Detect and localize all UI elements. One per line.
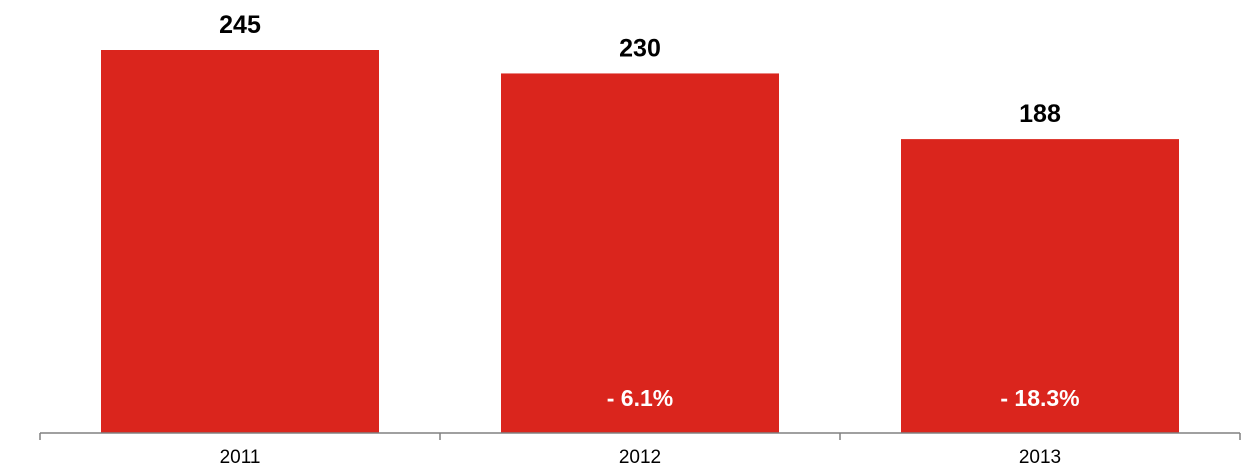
tick-label-2011: 2011 [220,447,261,468]
value-label-2011: 245 [219,11,261,39]
value-label-2012: 230 [619,34,661,62]
value-labels-layer: 245 230 188 [219,11,1061,128]
bar-2011 [101,50,379,433]
bars-layer [101,50,1179,434]
value-label-2013: 188 [1019,100,1061,128]
change-label-2012: - 6.1% [607,385,673,411]
tick-label-2012: 2012 [619,447,661,468]
x-axis-ticks [39,433,1241,440]
change-labels-layer: - 6.1% - 18.3% [607,385,1080,411]
bar-2013 [901,139,1179,433]
bar-2012 [501,73,779,434]
tick-label-2013: 2013 [1019,447,1061,468]
x-axis-tick-labels: 2011 2012 2013 [220,447,1062,468]
change-label-2013: - 18.3% [1000,385,1079,411]
